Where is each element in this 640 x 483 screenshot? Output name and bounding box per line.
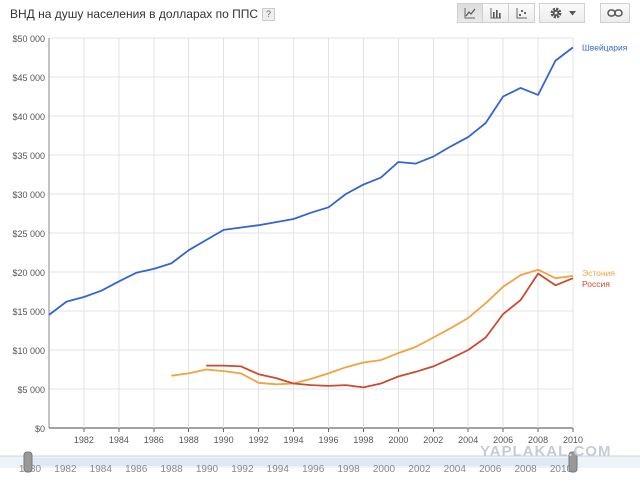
series-line-1[interactable]: [171, 268, 574, 386]
chevron-down-icon: [568, 10, 576, 15]
x-tick-label: 2004: [458, 435, 478, 445]
line-chart: $0 $5 000 $10 000 $15 000 $20 000 $25 000 $30 …: [12, 34, 628, 445]
y-tick-label: $5 000: [17, 385, 45, 395]
y-tick-label: $10 000: [12, 346, 45, 356]
watermark: YAPLAKAL.COM: [480, 443, 612, 460]
series-lines: [48, 46, 574, 389]
line-chart-button[interactable]: [457, 3, 483, 23]
timeline-tick-label: 1992: [231, 464, 254, 475]
link-menu: [600, 3, 630, 23]
gridlines: [49, 37, 574, 429]
line-chart-icon: [464, 8, 476, 19]
gear-icon: [550, 7, 561, 19]
x-tick-label: 2010: [563, 435, 583, 445]
timeline-tick-label: 1994: [267, 464, 290, 475]
help-icon[interactable]: ?: [262, 8, 276, 21]
y-tick-label: $20 000: [12, 268, 45, 278]
x-tick-label: 1984: [109, 435, 129, 445]
series-label-0: Швейцария: [582, 42, 628, 52]
settings-button[interactable]: [539, 3, 585, 23]
scatter-chart-button[interactable]: [509, 3, 535, 23]
timeline-tick-label: 2002: [408, 464, 431, 475]
bar-chart-icon: [490, 8, 501, 19]
x-tick-label: 1990: [214, 435, 234, 445]
y-tick-label: $25 000: [12, 229, 45, 239]
timeline-tick-label: 1990: [196, 464, 219, 475]
y-tick-label: $35 000: [12, 151, 45, 161]
y-tick-label: $15 000: [12, 307, 45, 317]
axes: $0 $5 000 $10 000 $15 000 $20 000 $25 000 $30 …: [12, 34, 583, 445]
link-button[interactable]: [600, 3, 630, 23]
series-line-2[interactable]: [206, 272, 574, 389]
y-tick-label: $30 000: [12, 190, 45, 200]
scatter-chart-icon: [516, 8, 527, 19]
x-tick-label: 1988: [179, 435, 199, 445]
x-tick-label: 1992: [249, 435, 269, 445]
timeline-tick-label: 1998: [337, 464, 360, 475]
series-line-0[interactable]: [48, 46, 574, 316]
timeline-tick-label: 2008: [514, 464, 537, 475]
timeline-tick-label: 1982: [54, 464, 77, 475]
timeline-start-handle[interactable]: [23, 451, 33, 473]
y-tick-label: $50 000: [12, 34, 45, 44]
link-icon: [607, 9, 623, 17]
timeline-scrubber[interactable]: 1980198219841986198819901992199419961998…: [0, 446, 640, 483]
x-tick-label: 2002: [423, 435, 443, 445]
y-tick-label: $0: [35, 424, 45, 434]
x-tick-label: 1982: [74, 435, 94, 445]
x-tick-label: 2006: [493, 435, 513, 445]
timeline-tick-label: 1996: [302, 464, 325, 475]
x-tick-label: 2000: [388, 435, 408, 445]
chart-title-text: ВНД на душу населения в долларах по ППС: [10, 7, 259, 21]
timeline-range[interactable]: [28, 458, 573, 466]
timeline-tick-label: 1984: [90, 464, 113, 475]
timeline-end-handle[interactable]: [568, 451, 578, 473]
y-tick-label: $40 000: [12, 112, 45, 122]
chart-type-switcher: [457, 3, 535, 23]
x-tick-label: 1986: [144, 435, 164, 445]
settings-menu: [539, 3, 585, 23]
chart-header: ВНД на душу населения в долларах по ППС?: [0, 0, 640, 28]
series-label-2: Россия: [582, 279, 610, 289]
y-tick-label: $45 000: [12, 73, 45, 83]
x-tick-label: 1998: [353, 435, 373, 445]
timeline-tick-label: 1988: [160, 464, 183, 475]
timeline-tick-label: 2010: [550, 464, 573, 475]
timeline-tick-label: 2006: [479, 464, 502, 475]
x-tick-label: 2008: [528, 435, 548, 445]
timeline-tick-label: 2000: [373, 464, 396, 475]
x-tick-label: 1996: [318, 435, 338, 445]
bar-chart-button[interactable]: [483, 3, 509, 23]
timeline-tick-label: 1986: [125, 464, 148, 475]
x-tick-label: 1994: [284, 435, 304, 445]
timeline-tick-label: 2004: [444, 464, 467, 475]
chart-title: ВНД на душу населения в долларах по ППС?: [10, 7, 276, 21]
series-label-1: Эстония: [582, 268, 615, 278]
